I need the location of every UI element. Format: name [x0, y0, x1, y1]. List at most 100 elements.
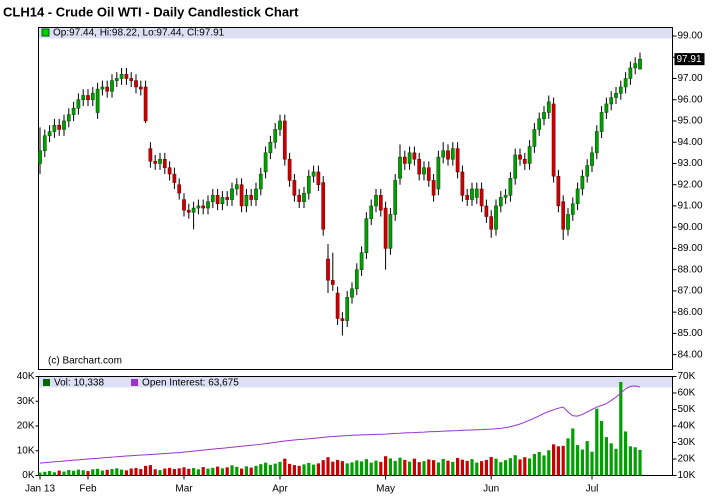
volume-bar: [216, 466, 220, 476]
volume-bar: [283, 458, 287, 476]
volume-bar: [624, 431, 628, 476]
volume-bar: [513, 455, 517, 476]
candle-body: [158, 158, 162, 164]
volume-bar: [369, 462, 373, 476]
volume-bar: [249, 467, 253, 476]
candle-body: [369, 205, 374, 219]
candle-body: [230, 188, 234, 200]
candle-body: [609, 97, 614, 105]
volume-bar: [595, 408, 599, 476]
candle-body: [220, 197, 225, 205]
volume-bar: [523, 457, 527, 476]
volume-legend: Vol: 10,338 Open Interest: 63,675: [43, 378, 239, 389]
candle-body: [302, 192, 306, 202]
candle-body: [551, 103, 556, 177]
candle-body: [441, 150, 446, 158]
volume-bar: [470, 459, 474, 476]
volume-bar: [192, 468, 196, 476]
volume-bar: [604, 437, 608, 476]
volume-bar: [100, 470, 104, 476]
volume-bar: [105, 469, 109, 476]
volume-bar: [43, 471, 47, 476]
candle-body: [364, 218, 369, 253]
volume-bar: [172, 469, 176, 476]
candle-body: [402, 156, 407, 164]
candle-body: [297, 195, 302, 202]
candle-body: [90, 93, 95, 100]
candle-body: [321, 182, 326, 230]
y-tick-label: 0K: [22, 470, 35, 481]
volume-bar: [81, 470, 85, 476]
volume-bar: [312, 464, 316, 476]
candle-body: [311, 171, 316, 177]
candle-body: [628, 67, 633, 79]
candle-body: [618, 86, 623, 94]
volume-bar: [244, 466, 248, 476]
open-interest-line: [39, 385, 641, 464]
candle-body: [633, 63, 638, 69]
candle-body: [518, 154, 522, 160]
candle-body: [206, 201, 210, 209]
candle-body: [585, 165, 590, 177]
volume-bar: [168, 467, 172, 476]
volume-bar: [120, 469, 124, 476]
volume-bar: [336, 459, 340, 476]
candle-body: [503, 195, 508, 198]
volume-bar: [504, 460, 508, 476]
y-tick-label: 97.00: [678, 73, 703, 84]
y-tick-label: 92.00: [678, 179, 703, 190]
y-tick-label: 88.00: [678, 264, 703, 275]
candle-body: [100, 86, 105, 90]
candle-body: [316, 171, 321, 185]
volume-bar: [590, 451, 594, 476]
volume-bar: [364, 459, 368, 476]
candle-body: [110, 80, 114, 92]
y-tick-label: 95.00: [678, 116, 703, 127]
volume-bar: [345, 463, 349, 476]
volume-bar: [268, 464, 272, 476]
volume-bar: [499, 462, 503, 476]
candle-body: [138, 86, 143, 90]
candle-body: [201, 205, 206, 209]
candle-body: [474, 188, 479, 198]
candle-body: [556, 175, 561, 207]
candle-body: [134, 80, 138, 88]
candle-body: [508, 178, 513, 196]
y-tick-label: 93.00: [678, 158, 703, 169]
candle-body: [124, 73, 129, 79]
candle-body: [292, 180, 297, 196]
candle-body: [422, 167, 426, 175]
candle-body: [225, 197, 230, 200]
candle-body: [162, 158, 167, 168]
volume-bar: [436, 462, 440, 476]
candle-body: [105, 86, 110, 92]
volume-bar: [230, 465, 234, 476]
volume-bar: [57, 470, 61, 476]
volume-bar: [542, 455, 546, 476]
candle-body: [268, 141, 273, 154]
candle-body: [513, 154, 518, 179]
last-price-box: [674, 53, 705, 66]
x-tick-label: Apr: [272, 484, 288, 495]
x-tick-label: Jun: [483, 484, 499, 495]
candle-body: [215, 195, 220, 205]
candle-body: [249, 195, 254, 200]
volume-bar: [264, 462, 268, 476]
candle-body: [388, 214, 393, 249]
watermark: (c) Barchart.com: [48, 356, 122, 367]
volume-bar: [196, 469, 200, 476]
candle-body: [196, 205, 201, 209]
volume-bar: [628, 446, 632, 476]
y-tick-label: 99.00: [678, 31, 703, 42]
candle-body: [71, 107, 76, 115]
volume-bar: [456, 457, 460, 476]
candle-body: [393, 180, 398, 215]
volume-bar: [518, 459, 522, 476]
volume-bar: [52, 472, 56, 476]
volume-bar: [600, 421, 604, 476]
candle-body: [532, 129, 537, 147]
volume-bar: [67, 470, 71, 476]
y2-tick-label: 30K: [678, 437, 696, 448]
candle-body: [383, 207, 388, 249]
candle-body: [498, 197, 503, 207]
